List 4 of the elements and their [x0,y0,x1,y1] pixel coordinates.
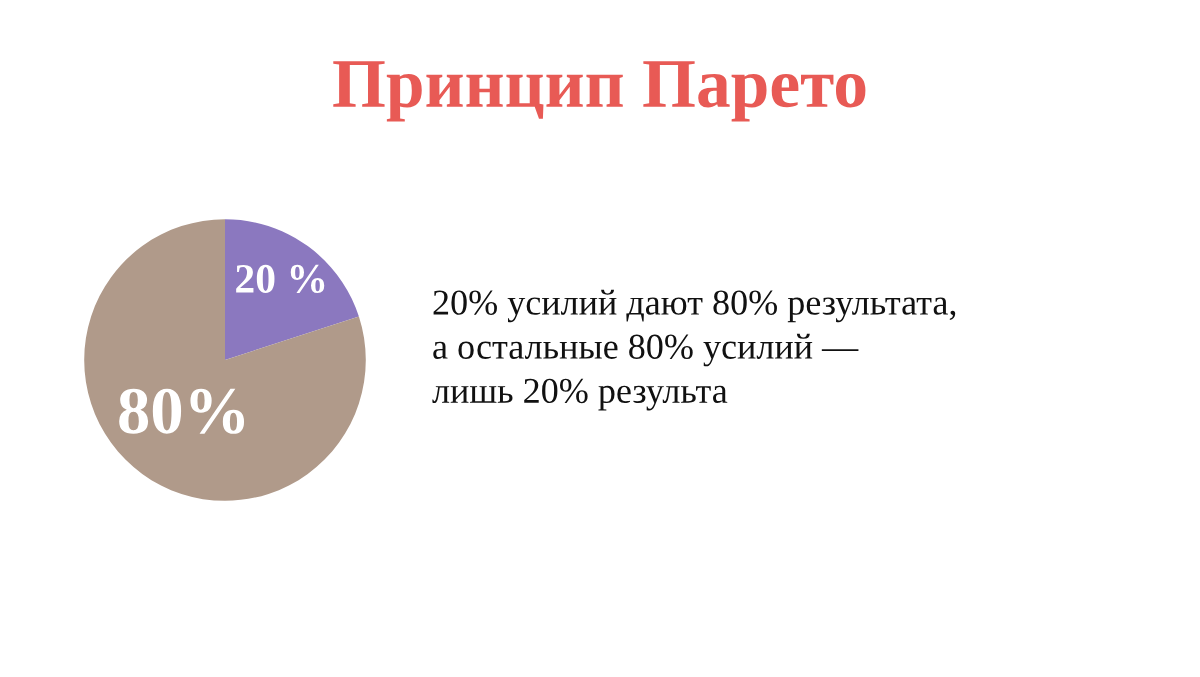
data-label: 20 % [236,264,325,294]
data-label: 80% [119,388,245,434]
text: 20% усилий дают 80% результата, а остальные 80% усилий — лишь 20% результа [432,289,956,411]
text: Принцип Парето [333,61,866,122]
